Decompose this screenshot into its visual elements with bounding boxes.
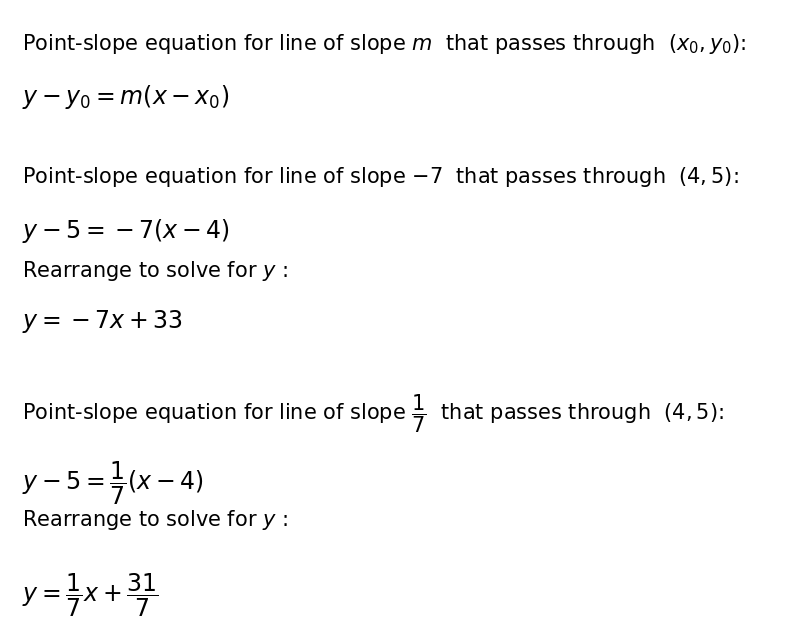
Text: Rearrange to solve for $y$ :: Rearrange to solve for $y$ : bbox=[22, 259, 287, 283]
Text: Point-slope equation for line of slope $-7$  that passes through  $\left(4, 5\ri: Point-slope equation for line of slope $… bbox=[22, 165, 738, 189]
Text: Rearrange to solve for $y$ :: Rearrange to solve for $y$ : bbox=[22, 508, 287, 532]
Text: Point-slope equation for line of slope $m$  that passes through  $\left(x_0, y_0: Point-slope equation for line of slope $… bbox=[22, 32, 746, 56]
Text: $y = -7x + 33$: $y = -7x + 33$ bbox=[22, 308, 182, 335]
Text: Point-slope equation for line of slope $\dfrac{1}{7}$  that passes through  $\le: Point-slope equation for line of slope $… bbox=[22, 392, 723, 435]
Text: $y = \dfrac{1}{7}x + \dfrac{31}{7}$: $y = \dfrac{1}{7}x + \dfrac{31}{7}$ bbox=[22, 572, 158, 619]
Text: $y - 5 = \dfrac{1}{7}\left(x - 4\right)$: $y - 5 = \dfrac{1}{7}\left(x - 4\right)$ bbox=[22, 460, 203, 507]
Text: $y - y_0 = m\left(x - x_0\right)$: $y - y_0 = m\left(x - x_0\right)$ bbox=[22, 84, 229, 111]
Text: $y - 5 = -7\left(x - 4\right)$: $y - 5 = -7\left(x - 4\right)$ bbox=[22, 217, 230, 245]
